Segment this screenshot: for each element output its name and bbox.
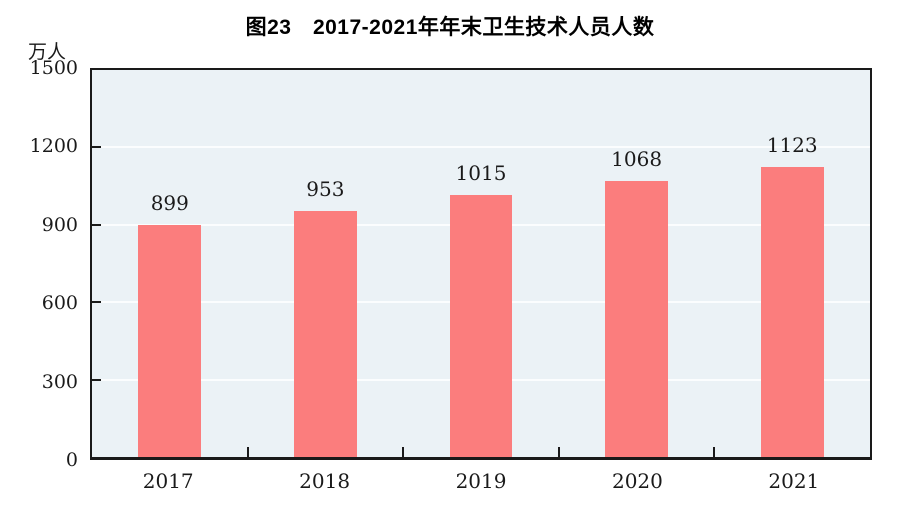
x-tick-label-2020: 2020 <box>611 469 663 493</box>
y-tick-mark-900 <box>92 223 101 226</box>
x-tick-mark-3 <box>557 447 560 457</box>
y-tick-label-900: 900 <box>41 213 78 236</box>
plot-area: 899 953 1015 1068 1123 <box>90 68 872 460</box>
bar-2017 <box>138 225 202 457</box>
x-tick-label-2018: 2018 <box>299 469 351 493</box>
y-tick-label-1500: 1500 <box>29 57 78 79</box>
bar-2018 <box>294 211 357 457</box>
x-tick-mark-4 <box>713 447 716 457</box>
gridline-1200 <box>92 146 870 149</box>
y-tick-label-300: 300 <box>41 370 78 393</box>
bar-2021 <box>760 167 824 457</box>
chart-title: 图23 2017-2021年年末卫生技术人员人数 <box>245 16 655 39</box>
bar-value-label-2018: 953 <box>306 177 345 202</box>
bar-2020 <box>605 181 668 457</box>
x-tick-label-2019: 2019 <box>455 469 507 493</box>
bar-2019 <box>449 195 513 457</box>
y-axis-unit-label: 万人 <box>28 41 67 63</box>
bar-value-label-2019: 1015 <box>455 161 507 186</box>
x-tick-label-2021: 2021 <box>768 469 820 493</box>
y-tick-mark-600 <box>92 301 101 304</box>
x-tick-label-2017: 2017 <box>142 469 194 493</box>
y-axis-tick-labels: 0 300 600 900 1200 1500 <box>0 57 78 471</box>
bar-value-label-2017: 899 <box>150 191 189 216</box>
x-tick-mark-2 <box>402 447 405 457</box>
bar-value-label-2021: 1123 <box>766 133 818 158</box>
y-tick-label-1200: 1200 <box>29 135 78 158</box>
bar-value-label-2020: 1068 <box>611 147 663 172</box>
y-tick-mark-300 <box>92 378 101 381</box>
x-tick-mark-1 <box>246 447 249 457</box>
x-axis-tick-labels: 2017 2018 2019 2020 2021 <box>90 469 872 493</box>
y-tick-label-0: 0 <box>65 449 78 471</box>
y-tick-mark-1200 <box>92 146 101 149</box>
y-tick-label-600: 600 <box>41 292 78 315</box>
